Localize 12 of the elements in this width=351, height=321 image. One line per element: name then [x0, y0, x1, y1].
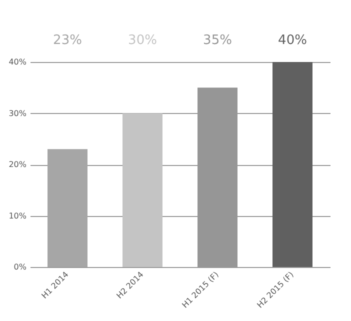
bar	[48, 149, 88, 267]
y-tick-label: 30%	[8, 108, 27, 118]
bar	[272, 62, 312, 267]
data-label: 40%	[278, 33, 307, 48]
data-label: 30%	[128, 33, 157, 48]
y-tick-label: 0%	[14, 262, 27, 272]
y-tick-label: 10%	[8, 211, 27, 220]
data-label: 23%	[53, 33, 82, 48]
bar	[122, 113, 162, 267]
data-label: 35%	[203, 33, 232, 48]
y-tick-label: 40%	[8, 58, 27, 66]
y-tick-label: 20%	[8, 160, 27, 169]
